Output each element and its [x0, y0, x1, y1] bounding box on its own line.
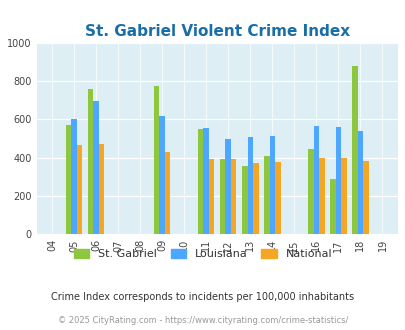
Bar [87, 89, 93, 234]
Bar [263, 156, 269, 234]
Text: Crime Index corresponds to incidents per 100,000 inhabitants: Crime Index corresponds to incidents per… [51, 292, 354, 302]
Bar [335, 127, 340, 234]
Bar [77, 145, 82, 234]
Legend: St. Gabriel, Louisiana, National: St. Gabriel, Louisiana, National [69, 244, 336, 263]
Text: © 2025 CityRating.com - https://www.cityrating.com/crime-statistics/: © 2025 CityRating.com - https://www.city… [58, 315, 347, 325]
Bar [318, 157, 324, 234]
Bar [340, 158, 346, 234]
Bar [357, 131, 362, 234]
Bar [164, 151, 170, 234]
Bar [209, 159, 214, 234]
Bar [252, 163, 258, 234]
Bar [307, 149, 313, 234]
Bar [230, 159, 236, 234]
Bar [220, 159, 225, 234]
Bar [203, 128, 209, 234]
Bar [241, 166, 247, 234]
Bar [159, 116, 164, 234]
Bar [362, 161, 368, 234]
Bar [98, 144, 104, 234]
Title: St. Gabriel Violent Crime Index: St. Gabriel Violent Crime Index [84, 24, 349, 39]
Bar [313, 126, 318, 234]
Bar [198, 129, 203, 234]
Bar [225, 139, 230, 234]
Bar [269, 136, 274, 234]
Bar [351, 66, 357, 234]
Bar [274, 162, 280, 234]
Bar [66, 125, 71, 234]
Bar [71, 119, 77, 234]
Bar [329, 180, 335, 234]
Bar [247, 137, 252, 234]
Bar [153, 86, 159, 234]
Bar [93, 101, 98, 234]
